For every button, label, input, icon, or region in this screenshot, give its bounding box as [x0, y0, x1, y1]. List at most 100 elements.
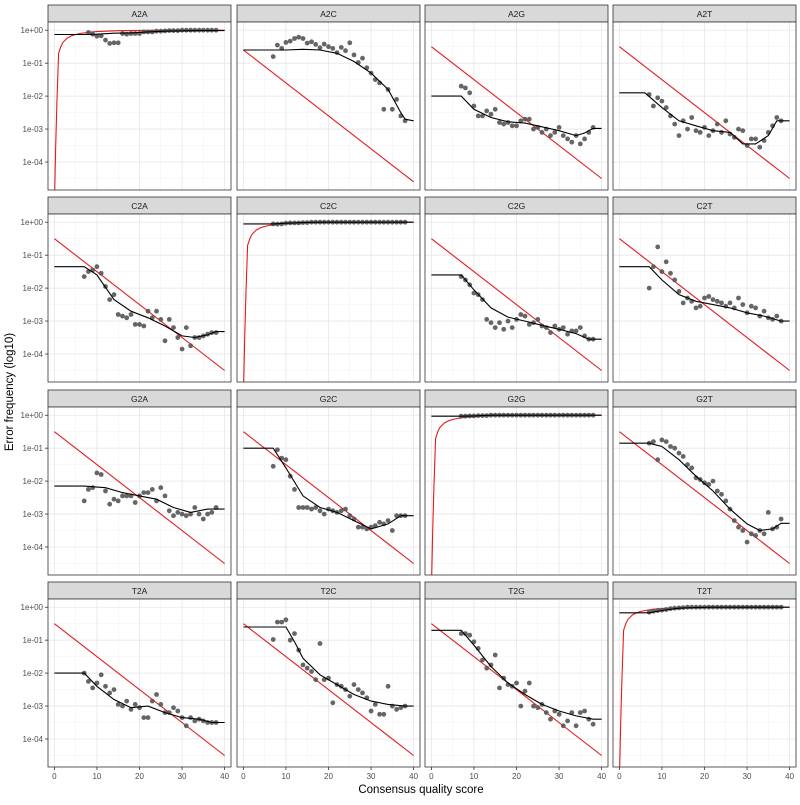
observed-point: [655, 95, 661, 101]
observed-point: [748, 136, 754, 142]
observed-point: [179, 346, 185, 352]
x-tick-label: 30: [555, 772, 564, 781]
observed-point: [689, 604, 695, 610]
observed-point: [137, 705, 142, 711]
observed-point: [685, 462, 690, 467]
observed-point: [492, 106, 498, 112]
y-tick-label: 1e-04: [23, 158, 44, 167]
observed-point: [355, 524, 361, 530]
observed-point: [338, 508, 344, 514]
y-tick-label: 1e-01: [23, 59, 44, 68]
observed-point: [646, 609, 652, 615]
observed-point: [685, 604, 690, 610]
observed-point: [518, 118, 524, 124]
observed-point: [317, 45, 323, 51]
observed-point: [706, 133, 712, 139]
observed-point: [723, 498, 729, 504]
observed-point: [120, 493, 125, 499]
observed-point: [296, 505, 302, 510]
observed-point: [343, 506, 348, 512]
observed-point: [145, 490, 151, 495]
observed-point: [676, 133, 682, 139]
facet-strip-label: A2G: [508, 9, 525, 19]
observed-point: [723, 118, 729, 124]
observed-point: [270, 54, 276, 59]
observed-point: [573, 723, 579, 729]
facet-strip-label: A2C: [320, 9, 337, 19]
observed-point: [577, 710, 583, 715]
y-tick-label: 1e-02: [23, 284, 44, 293]
observed-point: [179, 27, 185, 33]
observed-point: [497, 120, 502, 125]
observed-point: [672, 445, 678, 451]
observed-point: [283, 617, 289, 623]
observed-point: [740, 128, 746, 134]
observed-point: [714, 121, 720, 127]
observed-point: [98, 672, 104, 678]
observed-point: [689, 465, 695, 471]
observed-point: [535, 317, 541, 322]
observed-point: [556, 711, 562, 717]
observed-point: [188, 715, 194, 720]
y-tick-label: 1e-04: [23, 735, 44, 744]
fitted-error-line: [243, 626, 414, 707]
observed-point: [731, 518, 737, 523]
observed-point: [317, 508, 323, 514]
facet-strip-label: C2G: [508, 201, 525, 211]
observed-point: [192, 505, 198, 510]
observed-point: [94, 470, 100, 476]
fitted-error-line: [431, 414, 602, 417]
x-tick-label: 10: [92, 772, 101, 781]
observed-point: [270, 463, 276, 469]
observed-point: [149, 487, 155, 492]
fitted-error-line: [54, 30, 225, 36]
observed-point: [154, 692, 159, 697]
nominal-error-line: [619, 238, 790, 371]
observed-point: [313, 677, 319, 683]
observed-point: [565, 718, 570, 724]
observed-point: [183, 27, 189, 33]
observed-point: [132, 702, 138, 707]
observed-point: [166, 317, 172, 322]
observed-point: [509, 123, 515, 129]
x-tick-label: 0: [617, 772, 622, 781]
observed-point: [309, 506, 314, 512]
fitted-error-line: [54, 266, 225, 339]
x-tick-label: 0: [241, 772, 246, 781]
observed-point: [651, 439, 656, 444]
observed-point: [90, 685, 96, 691]
y-tick-label: 1e-03: [23, 702, 44, 711]
observed-point: [107, 297, 113, 302]
observed-point: [484, 665, 490, 671]
observed-point: [275, 619, 280, 625]
observed-point: [162, 493, 168, 499]
y-tick-label: 1e-02: [23, 669, 44, 678]
panel-border: [612, 406, 797, 576]
observed-point: [514, 123, 519, 129]
observed-point: [326, 44, 331, 50]
observed-point: [128, 312, 134, 317]
observed-point: [171, 325, 176, 330]
observed-point: [300, 36, 306, 41]
y-tick-label: 1e-03: [23, 510, 44, 519]
observed-point: [158, 702, 164, 707]
observed-point: [270, 637, 276, 642]
observed-point: [372, 702, 378, 707]
observed-point: [659, 269, 665, 274]
observed-point: [552, 323, 558, 329]
observed-point: [778, 516, 784, 522]
observed-point: [183, 723, 189, 729]
observed-point: [659, 98, 665, 104]
observed-point: [94, 264, 100, 270]
panel-plot-area: [619, 46, 790, 179]
facet-strip-label: A2A: [131, 9, 147, 19]
x-tick-label: 20: [324, 772, 333, 781]
facet-panel-a2t: A2T: [612, 4, 797, 191]
panel-plot-area: [54, 27, 225, 190]
nominal-error-line: [431, 238, 602, 371]
observed-point: [697, 303, 703, 309]
observed-point: [492, 652, 498, 658]
observed-point: [304, 665, 310, 671]
observed-point: [774, 115, 780, 120]
observed-point: [137, 322, 142, 327]
